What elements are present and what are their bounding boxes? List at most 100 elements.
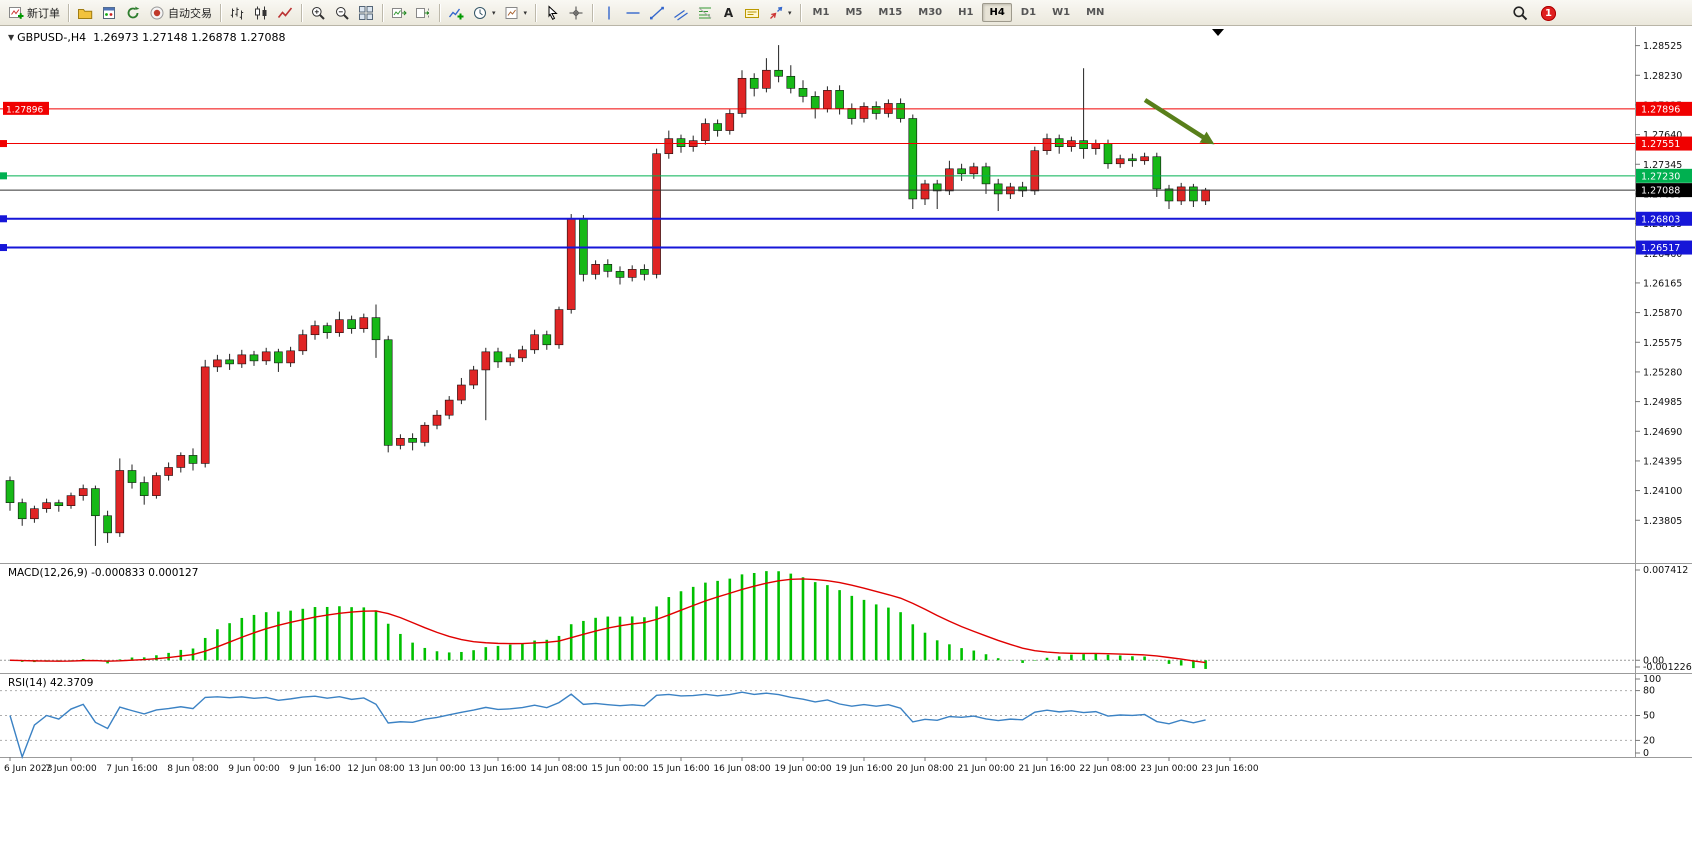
channel-button[interactable]: [669, 2, 693, 24]
bear-candle: [615, 271, 625, 278]
bull-candle: [200, 366, 210, 464]
hline-left-marker[interactable]: [0, 140, 7, 148]
bear-candle: [54, 502, 64, 506]
auto-scroll-button[interactable]: [387, 2, 411, 24]
market-watch-icon: [103, 6, 115, 19]
search-button[interactable]: [1508, 2, 1532, 24]
bear-candle: [932, 183, 942, 192]
arrows-group-icon: [770, 6, 783, 19]
trendline-button[interactable]: [645, 2, 669, 24]
bear-candle: [798, 88, 808, 97]
chart-shift-button[interactable]: [411, 2, 435, 24]
timeframe-d1-button[interactable]: D1: [1020, 7, 1037, 18]
bear-candle: [225, 359, 234, 365]
bear-candle: [103, 515, 112, 534]
bull-candle: [469, 369, 478, 386]
bear-candle: [91, 488, 100, 517]
line-chart-icon: [277, 7, 293, 18]
new-order-button[interactable]: 新订单: [4, 2, 64, 24]
text-button[interactable]: A: [717, 2, 740, 24]
bear-candle: [139, 482, 149, 496]
toolbar-separator: [220, 3, 221, 22]
tile-windows-icon: [359, 5, 373, 20]
refresh-button[interactable]: [121, 2, 145, 24]
zoom-out-button[interactable]: [330, 2, 354, 24]
time-axis-label: 8 Jun 08:00: [167, 764, 219, 774]
cursor-button[interactable]: [540, 2, 564, 24]
candlestick-chart-button[interactable]: [249, 2, 273, 24]
bull-candle: [42, 502, 51, 510]
fibonacci-icon: [698, 7, 712, 18]
auto-trading-button[interactable]: 自动交易: [145, 2, 216, 24]
bull-candle: [176, 455, 186, 468]
chart-symbol-label: GBPUSD-,H4: [17, 31, 87, 44]
bull-candle: [30, 508, 39, 520]
bear-candle: [896, 103, 905, 119]
timeframe-mn-button[interactable]: MN: [1086, 7, 1105, 18]
hline-left-marker[interactable]: [0, 244, 7, 252]
bull-candle: [66, 495, 76, 506]
hline-left-marker[interactable]: [0, 172, 7, 180]
bar-chart-button[interactable]: [225, 2, 249, 24]
bull-candle: [286, 350, 295, 364]
chart-collapse-icon[interactable]: ▼: [8, 33, 15, 42]
arrows-button[interactable]: ▾: [764, 2, 796, 24]
tile-windows-button[interactable]: [354, 2, 378, 24]
timeframe-h1-button[interactable]: H1: [958, 7, 974, 18]
bear-candle: [603, 264, 613, 272]
bull-candle: [1115, 158, 1125, 165]
timeframe-m5-button[interactable]: M5: [845, 7, 863, 18]
bull-candle: [762, 69, 771, 89]
bull-candle: [1140, 156, 1149, 162]
bull-candle: [335, 319, 344, 334]
vertical-line-button[interactable]: [597, 2, 621, 24]
bear-candle: [1079, 140, 1088, 149]
fibonacci-button[interactable]: [693, 2, 717, 24]
bear-candle: [1054, 138, 1064, 147]
bear-candle: [835, 90, 844, 109]
market-watch-button[interactable]: [97, 2, 121, 24]
hline-icon: [626, 11, 640, 14]
time-axis-label: 7 Jun 16:00: [106, 764, 158, 774]
bull-candle: [920, 183, 930, 200]
text-label-icon: [745, 8, 760, 18]
line-chart-button[interactable]: [273, 2, 297, 24]
time-axis-label: 15 Jun 16:00: [652, 764, 709, 774]
bull-candle: [1201, 189, 1210, 202]
bear-candle: [1018, 186, 1027, 192]
crosshair-button[interactable]: [564, 2, 588, 24]
periods-button[interactable]: ▾: [468, 2, 500, 24]
timeframe-m1-button[interactable]: M1: [812, 7, 830, 18]
bull-candle: [725, 113, 735, 131]
time-axis-label: 16 Jun 08:00: [713, 764, 770, 774]
price-axis-label: 1.24985: [1643, 397, 1682, 408]
hline-left-marker[interactable]: [0, 215, 7, 223]
timeframe-m15-button[interactable]: M15: [878, 7, 903, 18]
bull-candle: [554, 309, 564, 346]
bear-candle: [408, 438, 417, 443]
bear-candle: [786, 75, 796, 89]
profiles-button[interactable]: [73, 2, 97, 24]
timeframe-m30-button[interactable]: M30: [918, 7, 943, 18]
bull-candle: [1176, 186, 1186, 202]
time-axis-label: 13 Jun 16:00: [469, 764, 526, 774]
notification-badge[interactable]: 1: [1541, 5, 1556, 21]
bull-candle: [396, 438, 405, 446]
templates-button[interactable]: ▾: [500, 2, 532, 24]
svg-text:1.27230: 1.27230: [1641, 171, 1680, 182]
indicators-button[interactable]: [444, 2, 468, 24]
zoom-in-button[interactable]: [306, 2, 330, 24]
trend-arrow[interactable]: [1143, 98, 1208, 141]
time-axis-label: 21 Jun 00:00: [957, 764, 1014, 774]
text-label-button[interactable]: [740, 2, 764, 24]
toolbar-separator: [382, 3, 383, 22]
horizontal-line-button[interactable]: [621, 2, 645, 24]
timeframe-w1-button[interactable]: W1: [1052, 7, 1071, 18]
text-button-label: A: [723, 5, 734, 20]
bear-candle: [1189, 186, 1198, 202]
shift-marker-icon[interactable]: [1212, 29, 1224, 36]
time-axis-label: 13 Jun 00:00: [408, 764, 465, 774]
timeframe-h4-button[interactable]: H4: [982, 3, 1012, 22]
